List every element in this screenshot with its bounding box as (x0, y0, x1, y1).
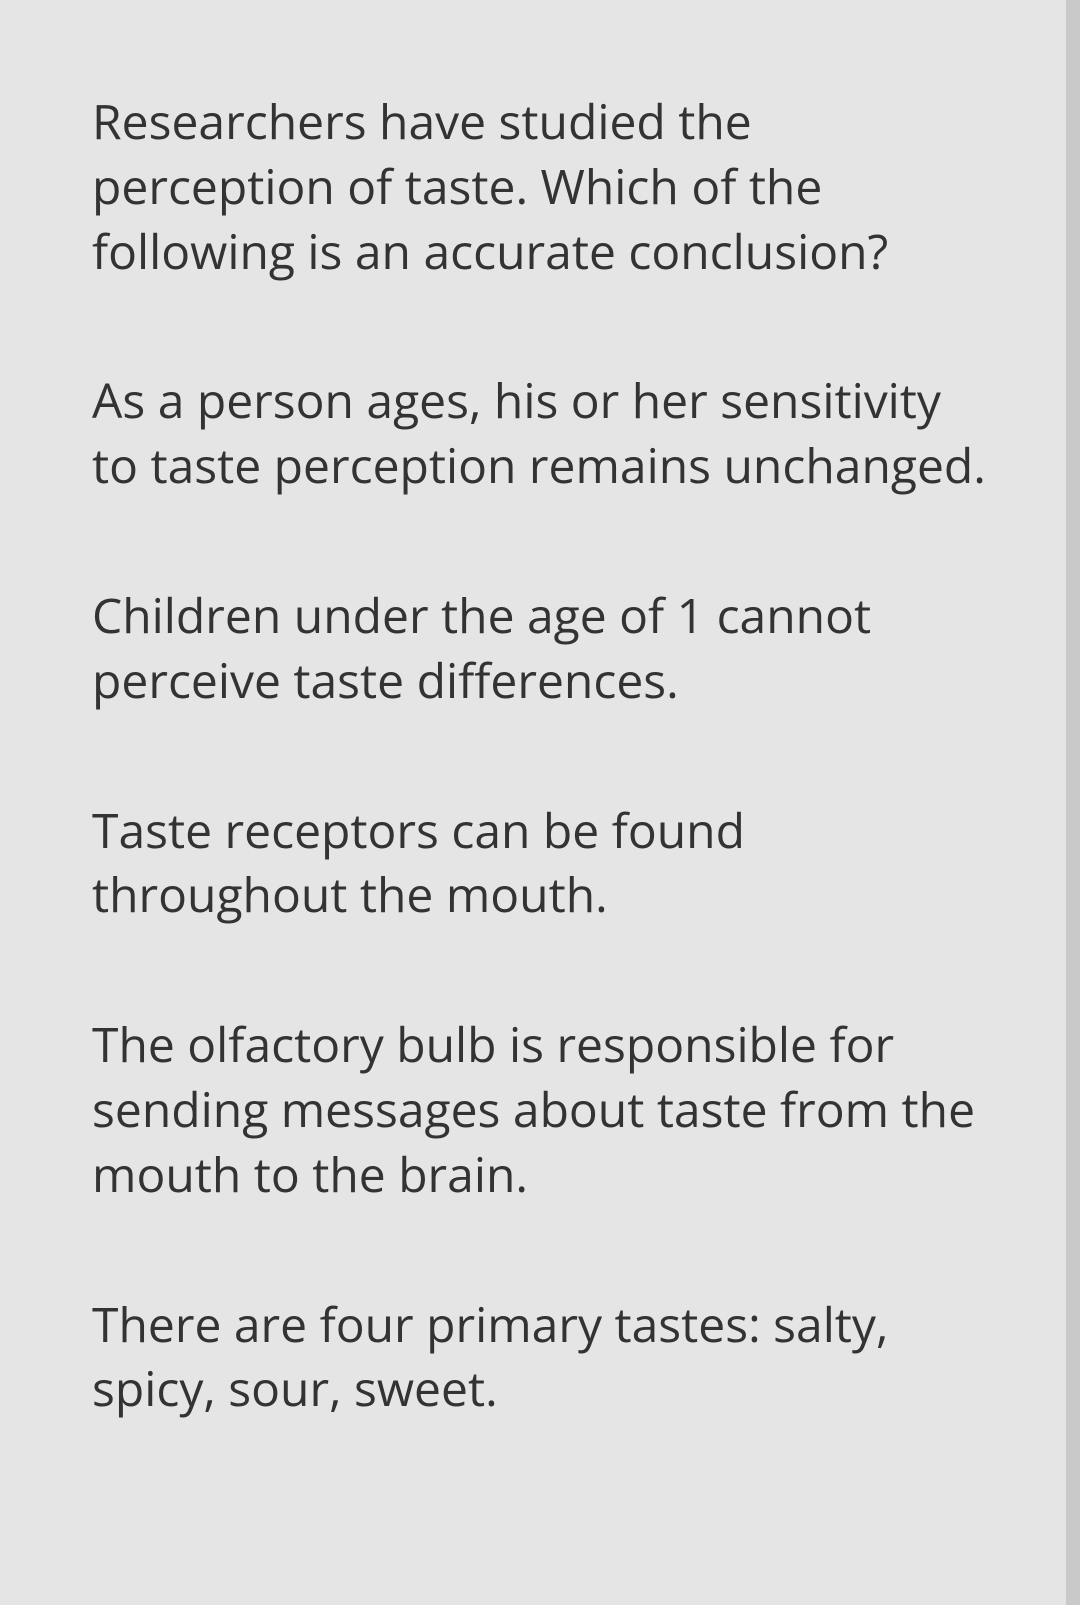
question-card: Researchers have studied the perception … (0, 0, 1080, 1422)
answer-option[interactable]: Taste receptors can be found throughout … (92, 799, 988, 929)
answer-option[interactable]: Children under the age of 1 cannot perce… (92, 584, 988, 714)
scrollbar-track[interactable] (1066, 0, 1080, 1605)
question-text: Researchers have studied the perception … (92, 90, 988, 284)
answer-option[interactable]: As a person ages, his or her sensitivity… (92, 369, 988, 499)
answer-option[interactable]: The olfactory bulb is responsible for se… (92, 1013, 988, 1207)
answer-option[interactable]: There are four primary tastes: salty, sp… (92, 1293, 988, 1423)
